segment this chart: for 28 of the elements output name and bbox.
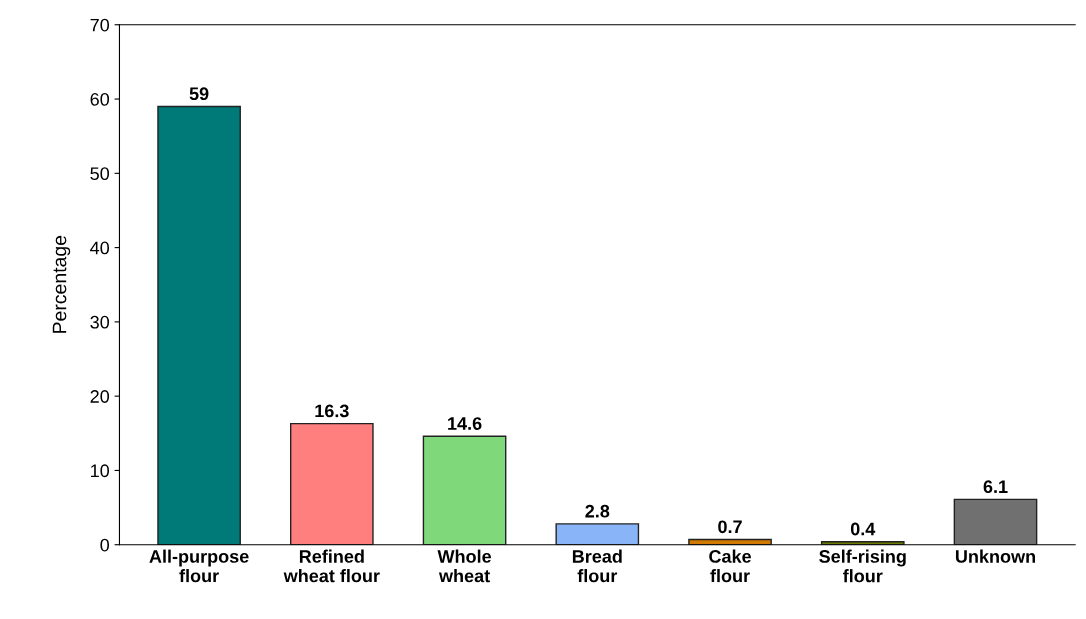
bar [157,105,241,545]
x-tick-label: All-purpose flour [149,549,249,583]
y-axis-title: Percentage [52,235,71,333]
data-label: 59 [189,87,209,101]
x-tick-label: Unknown [955,549,1036,563]
x-tick-label: Refined wheat flour [283,549,380,583]
x-tick-label: Bread flour [572,549,622,583]
data-label: 16.3 [315,404,349,418]
y-tick-label: 40 [90,241,110,255]
data-label: 14.6 [448,417,482,430]
y-tick-label: 50 [90,167,110,181]
y-tick-label: 0 [100,538,110,552]
bar [953,498,1038,545]
bar [555,523,640,545]
bar [289,422,374,545]
y-tick-label: 60 [90,92,110,106]
y-tick-label: 30 [90,315,110,329]
y-tick-label: 10 [91,464,110,478]
data-label: 0.4 [850,522,876,536]
data-label: 6.1 [983,480,1008,494]
data-label: 2.8 [585,504,610,518]
y-tick-label: 70 [90,18,110,32]
bar [422,435,507,545]
y-tick-label: 20 [90,390,110,403]
x-tick-label: Self-rising flour [819,549,906,583]
x-tick-label: Whole wheat [437,549,492,583]
x-tick-label: Cake flour [709,549,751,583]
data-label: 0.7 [718,520,742,534]
